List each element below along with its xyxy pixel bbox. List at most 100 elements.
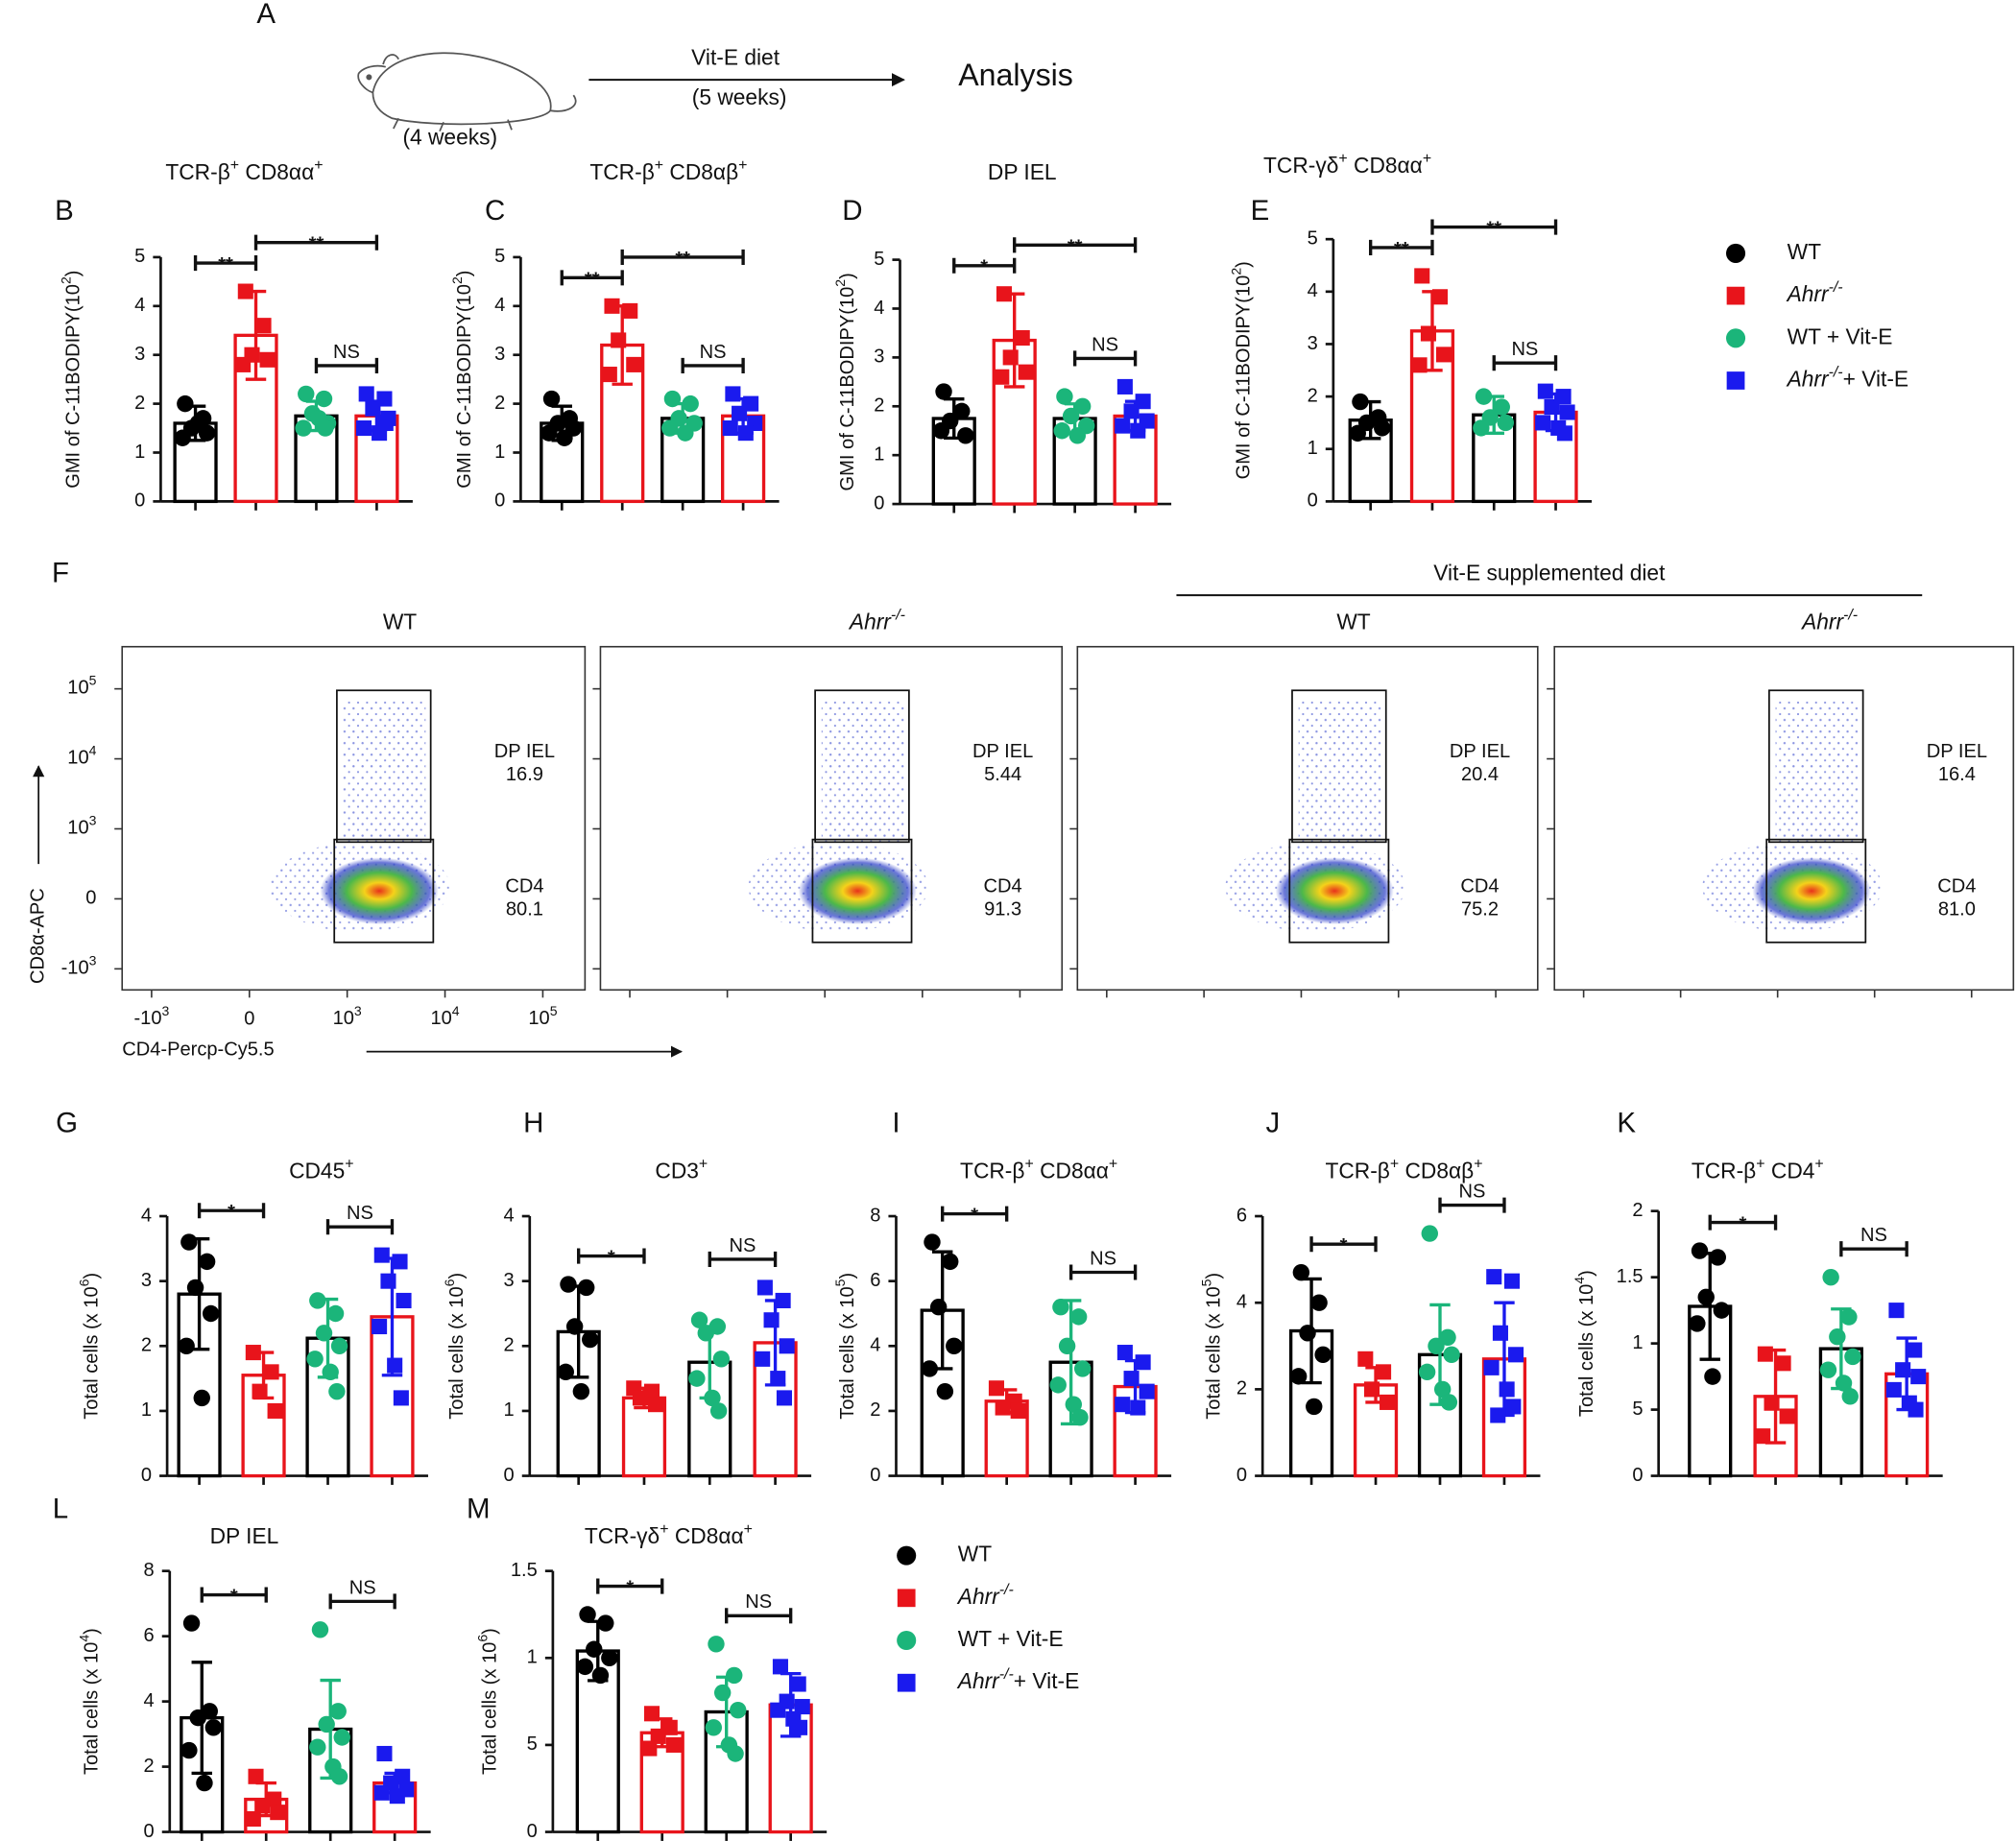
- text-part: +: [345, 1156, 353, 1172]
- data-point: [1428, 1337, 1445, 1355]
- significance-bracket: [1430, 219, 1558, 235]
- data-point: [572, 1382, 590, 1400]
- data-point: [1056, 388, 1073, 405]
- data-point: [330, 1768, 348, 1785]
- text-part: TCR-β: [960, 1159, 1024, 1184]
- data-point: [1910, 1369, 1927, 1385]
- data-point: [1433, 1380, 1452, 1399]
- significance-bracket: [197, 1203, 266, 1219]
- data-point: [1349, 424, 1366, 442]
- data-point: [1135, 1354, 1151, 1371]
- data-point: [712, 1351, 731, 1368]
- data-point: [597, 1614, 614, 1632]
- data-point: [311, 1621, 329, 1638]
- data-point: [1713, 1302, 1731, 1319]
- data-point: [1499, 1381, 1515, 1398]
- data-point: [995, 1399, 1011, 1416]
- data-point: [1775, 1355, 1791, 1372]
- data-point: [1490, 1407, 1506, 1423]
- data-point: [611, 332, 627, 348]
- data-point: [1475, 388, 1493, 405]
- legend-marker: [1725, 243, 1746, 263]
- data-point: [1292, 1263, 1310, 1281]
- significance-bracket: [596, 1578, 664, 1594]
- text-part: -10: [133, 1008, 161, 1029]
- text-part: CD45: [289, 1159, 345, 1184]
- data-point: [180, 1741, 198, 1759]
- y-tick-label: 0: [1632, 1465, 1643, 1486]
- data-point: [1049, 1376, 1067, 1394]
- significance-label: NS: [1459, 1182, 1486, 1203]
- gate: [1765, 838, 1867, 944]
- event-dots: [1298, 700, 1381, 845]
- text-part: 2: [58, 276, 73, 284]
- y-tick-label: 0: [874, 492, 884, 514]
- y-tick-label: 4: [1308, 280, 1318, 301]
- significance-label: NS: [333, 342, 360, 363]
- data-point: [1888, 1303, 1905, 1319]
- y-axis-label: Total cells (x 106): [474, 1628, 501, 1775]
- text-part: Total cells (x 10: [446, 1286, 468, 1419]
- data-point: [722, 420, 738, 437]
- text-part: 4: [452, 1003, 460, 1018]
- gate-name: DP IEL: [494, 741, 555, 762]
- data-point: [1073, 397, 1092, 415]
- y-tick-label: 2: [504, 1335, 515, 1356]
- y-axis-label: GMI of C-11BODIPY(102): [58, 271, 84, 489]
- y-tick-label: 4: [494, 295, 505, 316]
- text-part: 3: [162, 1003, 170, 1018]
- data-point: [1421, 1225, 1438, 1242]
- legend-label: WT + Vit-E: [958, 1626, 1064, 1651]
- data-point: [1069, 1308, 1088, 1326]
- data-point: [924, 1233, 941, 1251]
- data-point: [387, 1357, 403, 1374]
- data-point: [988, 1380, 1004, 1397]
- significance-bracket: [1309, 1236, 1378, 1253]
- x-tick-label: 104: [430, 1003, 459, 1030]
- y-tick-label: 1: [504, 1399, 515, 1421]
- text-part: Total cells (x 10: [1204, 1286, 1225, 1419]
- y-tick-label: 3: [494, 344, 505, 365]
- significance-bracket: [1438, 1197, 1506, 1213]
- chart-title: TCR-β+ CD8αα+: [960, 1156, 1117, 1183]
- significance-bracket: [681, 357, 745, 373]
- data-point: [309, 1292, 326, 1309]
- data-point: [737, 425, 754, 442]
- data-point: [957, 427, 974, 444]
- event-dots: [1775, 700, 1859, 845]
- data-point: [1829, 1328, 1846, 1346]
- data-point: [1556, 425, 1572, 442]
- text-part: TCR-β: [1692, 1159, 1756, 1184]
- text-part: 2: [449, 276, 465, 284]
- data-point: [182, 1614, 201, 1632]
- significance-label: **: [309, 234, 324, 255]
- significance-label: NS: [347, 1203, 373, 1224]
- gate-name: DP IEL: [1927, 741, 1987, 762]
- data-point: [373, 1784, 390, 1801]
- panel-letter: I: [892, 1108, 900, 1139]
- data-point: [560, 1276, 577, 1293]
- y-tick-label: 6: [1236, 1205, 1247, 1226]
- y-axis-label: Total cells (x 106): [76, 1273, 103, 1420]
- chart-title: DP IEL: [988, 159, 1057, 184]
- significance-bracket: [1072, 350, 1138, 367]
- panel-letter: K: [1617, 1108, 1636, 1139]
- text-part: -/-: [1829, 364, 1843, 380]
- data-point: [245, 1810, 261, 1827]
- text-part: 3: [89, 812, 97, 827]
- y-tick-label: 0: [504, 1465, 515, 1486]
- legend-marker: [897, 1630, 917, 1651]
- data-point: [1505, 1399, 1522, 1415]
- gate-value: 75.2: [1461, 899, 1499, 920]
- text-part: GMI of C-11BODIPY(10: [63, 284, 84, 489]
- data-point: [1840, 1308, 1858, 1326]
- panel-letter: B: [55, 195, 74, 227]
- panel-letter: F: [52, 558, 69, 589]
- data-point: [330, 1337, 348, 1355]
- data-point: [1116, 1345, 1133, 1361]
- data-point: [763, 1312, 780, 1328]
- y-tick-label: 1.5: [1617, 1266, 1644, 1287]
- text-part: Total cells (x 10: [837, 1286, 858, 1419]
- panel-letter: A: [256, 0, 276, 30]
- data-point: [708, 1636, 725, 1653]
